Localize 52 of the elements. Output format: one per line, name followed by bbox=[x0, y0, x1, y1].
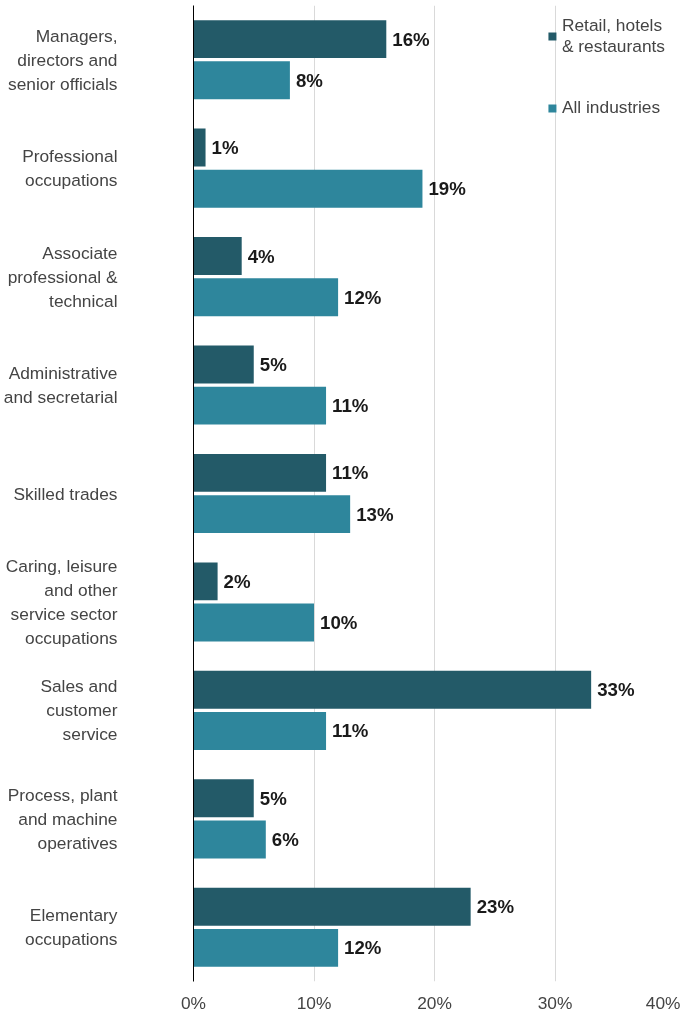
data-label: 12% bbox=[344, 286, 382, 308]
bar bbox=[193, 887, 471, 926]
data-label: 19% bbox=[428, 178, 467, 200]
bar bbox=[193, 169, 423, 208]
data-label: 1% bbox=[211, 137, 239, 159]
data-label: 6% bbox=[271, 828, 300, 850]
data-label: 13% bbox=[356, 503, 394, 525]
data-label: 33% bbox=[597, 679, 635, 701]
y-tick-label: Process, plant and machine operatives bbox=[7, 784, 118, 853]
x-tick-label: 40% bbox=[645, 992, 681, 1013]
bar bbox=[193, 820, 266, 859]
x-tick-label: 0% bbox=[180, 992, 207, 1013]
bar bbox=[193, 20, 387, 59]
bar bbox=[193, 453, 327, 492]
bar bbox=[193, 345, 254, 384]
data-label: 4% bbox=[247, 245, 276, 267]
y-tick-label: Elementary occupations bbox=[25, 905, 118, 950]
y-tick-label: Professional occupations bbox=[22, 146, 118, 191]
y-tick-label: Sales and customer service bbox=[40, 676, 118, 745]
bar bbox=[193, 712, 327, 750]
bar bbox=[193, 603, 314, 642]
bar bbox=[193, 278, 339, 317]
bar bbox=[193, 495, 351, 534]
data-label: 11% bbox=[332, 720, 369, 742]
bar bbox=[193, 562, 218, 601]
x-tick-label: 20% bbox=[417, 992, 452, 1013]
data-label: 12% bbox=[344, 937, 382, 959]
data-label: 23% bbox=[476, 896, 515, 918]
bar bbox=[193, 128, 206, 167]
bar bbox=[193, 779, 254, 818]
bar bbox=[193, 61, 290, 100]
data-label: 16% bbox=[392, 28, 431, 50]
data-label: 11% bbox=[332, 395, 369, 417]
bar bbox=[193, 670, 592, 709]
data-label: 5% bbox=[259, 787, 288, 809]
y-tick-label: Associate professional & technical bbox=[7, 242, 118, 311]
y-tick-label: Administrative and secretarial bbox=[3, 363, 118, 408]
y-tick-label: Managers, directors and senior officials bbox=[8, 25, 118, 94]
data-label: 10% bbox=[320, 612, 358, 634]
data-label: 5% bbox=[259, 353, 288, 375]
data-label: 2% bbox=[223, 570, 251, 592]
data-label: 11% bbox=[332, 462, 369, 484]
x-tick-label: 10% bbox=[296, 992, 332, 1013]
bar bbox=[193, 386, 327, 425]
y-tick-label: Skilled trades bbox=[13, 483, 118, 504]
legend-label: All industries bbox=[561, 97, 661, 118]
x-tick-label: 30% bbox=[537, 992, 573, 1013]
bar bbox=[193, 928, 339, 967]
legend-label: Retail, hotels & restaurants bbox=[561, 15, 665, 57]
data-label: 8% bbox=[295, 69, 324, 91]
y-tick-label: Caring, leisure and other service sector occupations bbox=[5, 555, 118, 648]
bar bbox=[193, 237, 242, 275]
